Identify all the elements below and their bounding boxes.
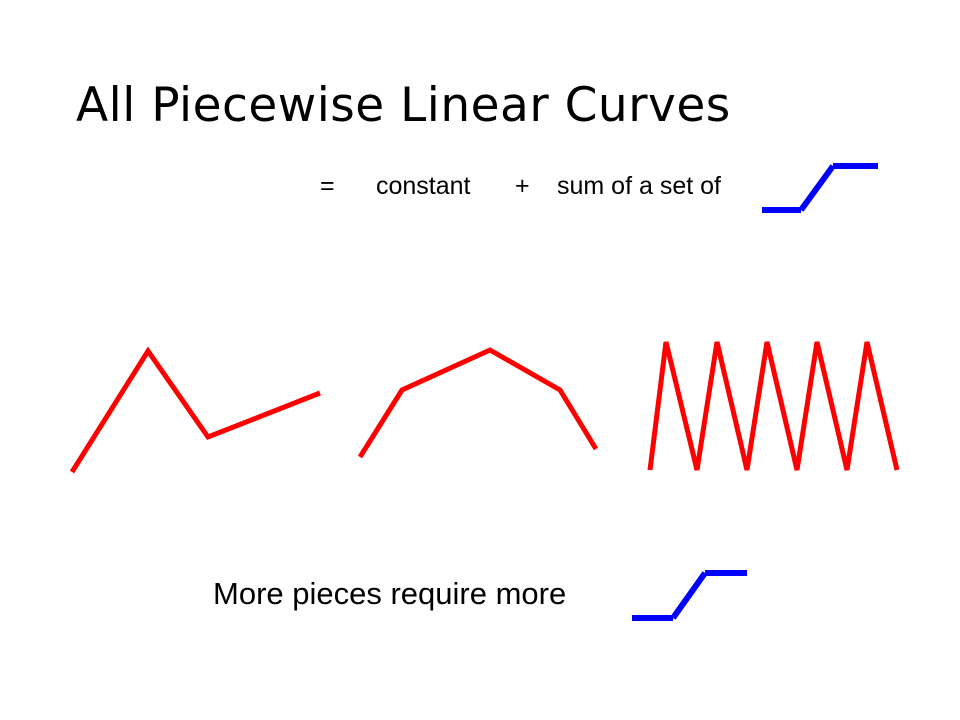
piecewise-curve-1 bbox=[69, 346, 321, 474]
ramp-step-icon bbox=[632, 570, 747, 621]
slide-title: All Piecewise Linear Curves bbox=[76, 78, 731, 133]
piecewise-curve-2 bbox=[357, 347, 599, 459]
piecewise-curve-3 bbox=[647, 341, 900, 471]
ramp-step-icon bbox=[762, 163, 878, 213]
plus-sign: + bbox=[515, 172, 530, 200]
equals-sign: = bbox=[320, 172, 335, 200]
constant-label: constant bbox=[376, 172, 471, 200]
sum-of-set-label: sum of a set of bbox=[557, 172, 721, 200]
footer-text: More pieces require more bbox=[213, 576, 567, 611]
